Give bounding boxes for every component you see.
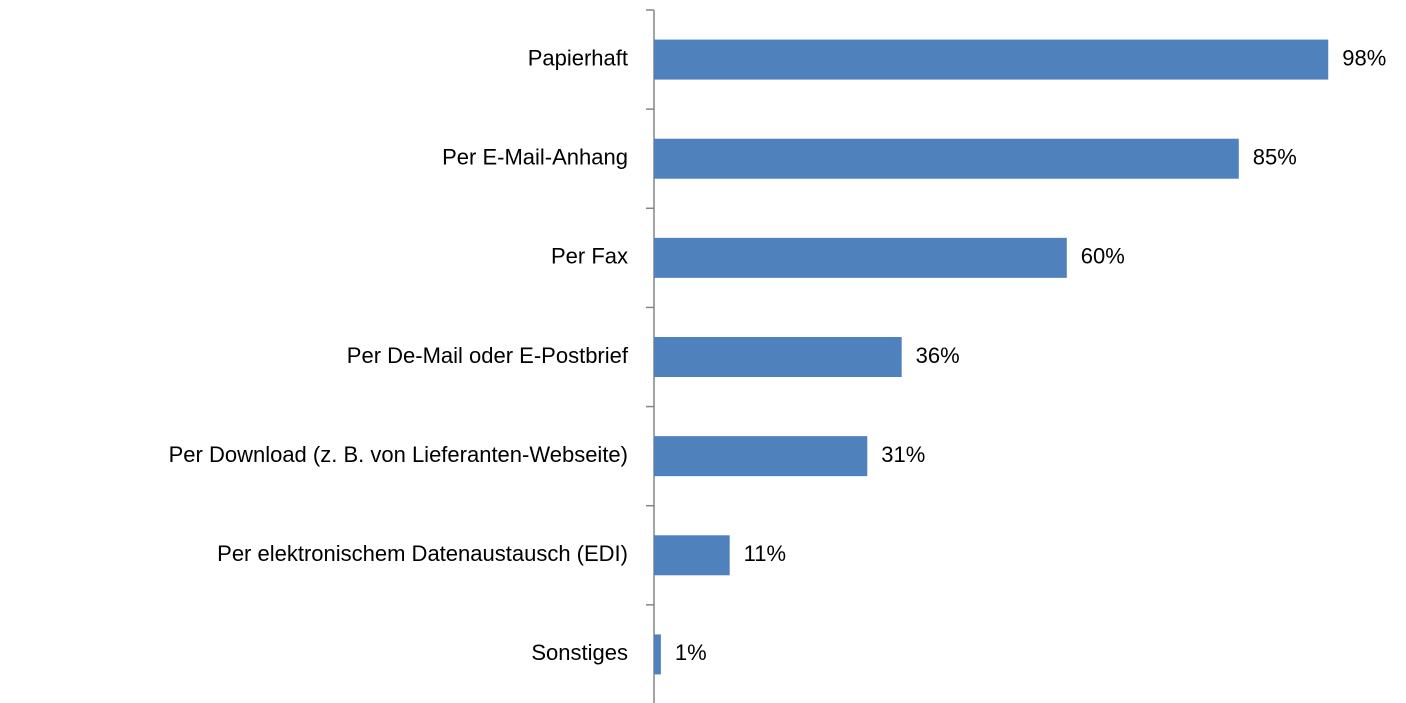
y-tick-label: Per De-Mail oder E-Postbrief (347, 343, 629, 368)
data-label: 85% (1253, 145, 1297, 170)
bar (654, 39, 1329, 80)
bar (654, 436, 868, 477)
y-tick-label: Papierhaft (528, 45, 628, 70)
bar (654, 237, 1067, 278)
data-label: 98% (1342, 45, 1386, 70)
y-tick-label: Sonstiges (531, 640, 628, 665)
bar (654, 535, 730, 576)
y-tick-label: Per Fax (551, 244, 628, 269)
bar (654, 634, 661, 675)
bar (654, 138, 1239, 179)
data-label: 11% (744, 541, 786, 566)
bar (654, 337, 902, 377)
y-tick-label: Per elektronischem Datenaustausch (EDI) (217, 541, 628, 566)
data-label: 60% (1081, 244, 1125, 269)
data-label: 1% (675, 640, 707, 665)
data-label: 36% (916, 343, 960, 368)
data-label: 31% (881, 442, 925, 467)
y-tick-label: Per Download (z. B. von Lieferanten-Webs… (169, 442, 628, 467)
y-tick-label: Per E-Mail-Anhang (442, 145, 628, 170)
